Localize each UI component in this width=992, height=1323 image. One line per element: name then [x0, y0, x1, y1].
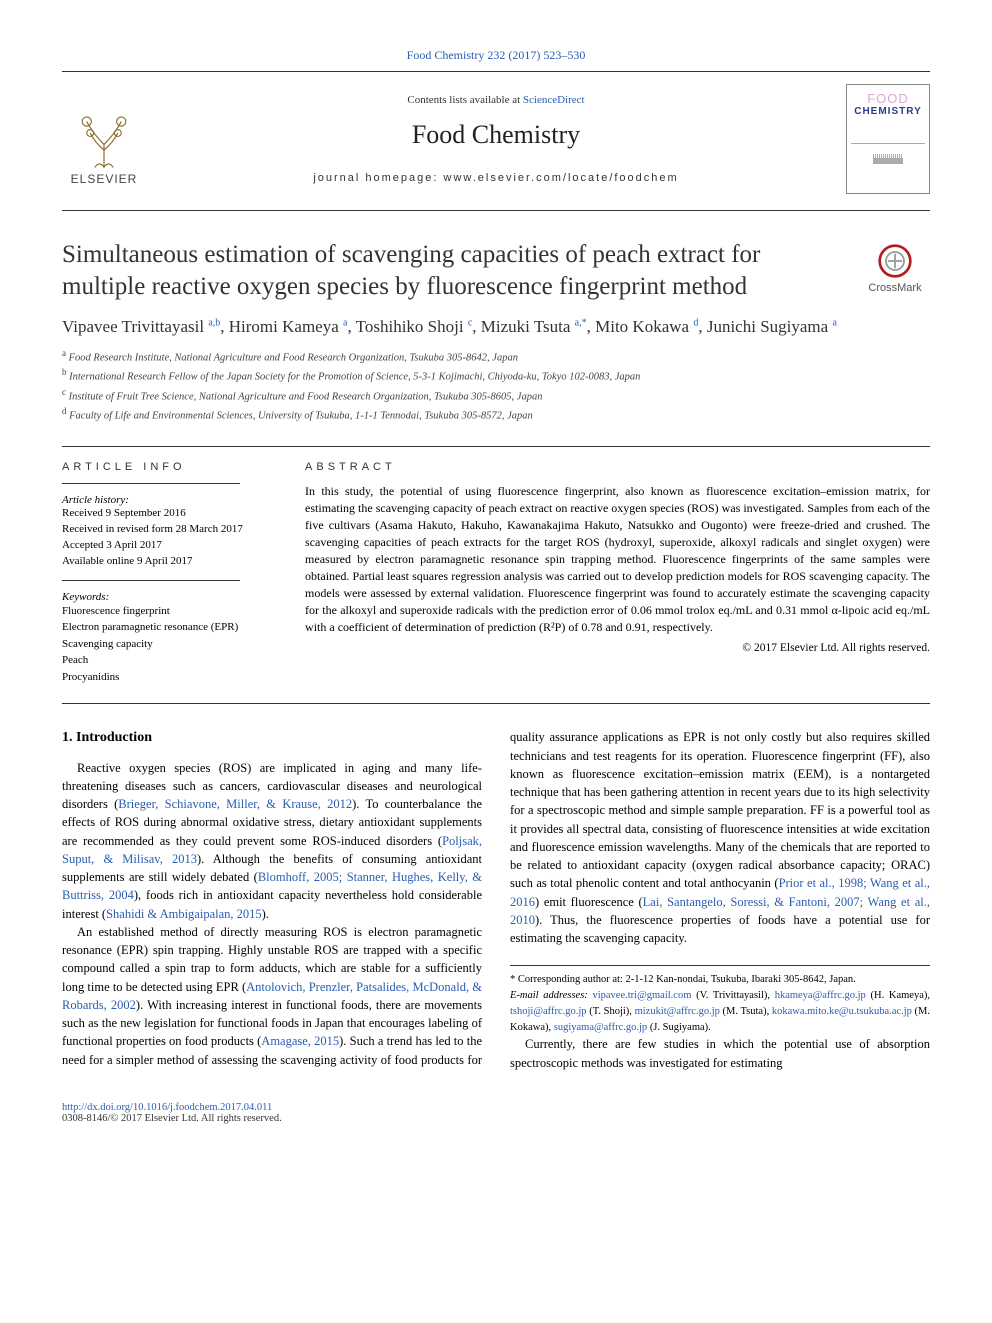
- affil-a: a Food Research Institute, National Agri…: [62, 347, 930, 366]
- page-footer: http://dx.doi.org/10.1016/j.foodchem.201…: [62, 1102, 930, 1124]
- crossmark-badge[interactable]: CrossMark: [860, 243, 930, 294]
- kw-item: Fluorescence fingerprint: [62, 603, 285, 620]
- hist-accepted: Accepted 3 April 2017: [62, 538, 285, 554]
- publisher-name: ELSEVIER: [71, 172, 138, 186]
- kw-item: Procyanidins: [62, 669, 285, 686]
- authors-line: Vipavee Trivittayasil a,b, Hiromi Kameya…: [62, 317, 930, 337]
- abstract-head: ABSTRACT: [305, 461, 930, 473]
- hist-online: Available online 9 April 2017: [62, 554, 285, 570]
- homepage-url[interactable]: www.elsevier.com/locate/foodchem: [444, 172, 679, 184]
- crossmark-icon: [877, 243, 913, 279]
- corr-email-label: E-mail addresses:: [510, 990, 592, 1001]
- article-info-head: ARTICLE INFO: [62, 461, 285, 473]
- cover-barcode-icon: [873, 154, 903, 164]
- journal-cover: FOOD CHEMISTRY: [846, 84, 930, 194]
- elsevier-tree-icon: [69, 110, 139, 172]
- hist-received: Received 9 September 2016: [62, 506, 285, 522]
- homepage-label: journal homepage:: [313, 172, 443, 184]
- contents-line: Contents lists available at ScienceDirec…: [146, 94, 846, 106]
- hist-revised: Received in revised form 28 March 2017: [62, 522, 285, 538]
- rule-top: [62, 71, 930, 72]
- contents-text: Contents lists available at: [407, 94, 522, 106]
- affil-d: d Faculty of Life and Environmental Scie…: [62, 405, 930, 424]
- publisher-logo: ELSEVIER: [62, 92, 146, 186]
- keywords-label: Keywords:: [62, 591, 285, 603]
- section-heading-intro: 1. Introduction: [62, 728, 482, 748]
- corr-note: * Corresponding author at: 2-1-12 Kan-no…: [510, 972, 930, 988]
- history-list: Received 9 September 2016 Received in re…: [62, 506, 285, 570]
- affil-b: b International Research Fellow of the J…: [62, 366, 930, 385]
- article-title: Simultaneous estimation of scavenging ca…: [62, 239, 840, 303]
- rule-under-masthead: [62, 210, 930, 211]
- doi-link[interactable]: http://dx.doi.org/10.1016/j.foodchem.201…: [62, 1102, 272, 1113]
- history-label: Article history:: [62, 494, 285, 506]
- affil-c: c Institute of Fruit Tree Science, Natio…: [62, 386, 930, 405]
- para-1: Reactive oxygen species (ROS) are implic…: [62, 759, 482, 923]
- cover-word-chemistry: CHEMISTRY: [854, 106, 922, 117]
- masthead: ELSEVIER Contents lists available at Sci…: [62, 76, 930, 206]
- body-two-column: 1. Introduction Reactive oxygen species …: [62, 728, 930, 1072]
- abstract-copyright: © 2017 Elsevier Ltd. All rights reserved…: [305, 642, 930, 654]
- kw-item: Peach: [62, 652, 285, 669]
- journal-title: Food Chemistry: [146, 120, 846, 150]
- keywords-list: Fluorescence fingerprint Electron parama…: [62, 603, 285, 686]
- crossmark-label: CrossMark: [860, 282, 930, 294]
- abstract-text: In this study, the potential of using fl…: [305, 483, 930, 636]
- kw-item: Scavenging capacity: [62, 636, 285, 653]
- corresponding-author-footnote: * Corresponding author at: 2-1-12 Kan-no…: [510, 965, 930, 1035]
- kw-item: Electron paramagnetic resonance (EPR): [62, 619, 285, 636]
- homepage-line: journal homepage: www.elsevier.com/locat…: [146, 172, 846, 184]
- journal-reference: Food Chemistry 232 (2017) 523–530: [62, 48, 930, 63]
- sciencedirect-link[interactable]: ScienceDirect: [523, 94, 585, 106]
- para-3: Currently, there are few studies in whic…: [510, 1035, 930, 1072]
- affiliations: a Food Research Institute, National Agri…: [62, 347, 930, 424]
- issn-copyright: 0308-8146/© 2017 Elsevier Ltd. All right…: [62, 1113, 930, 1124]
- cover-word-food: FOOD: [867, 91, 909, 106]
